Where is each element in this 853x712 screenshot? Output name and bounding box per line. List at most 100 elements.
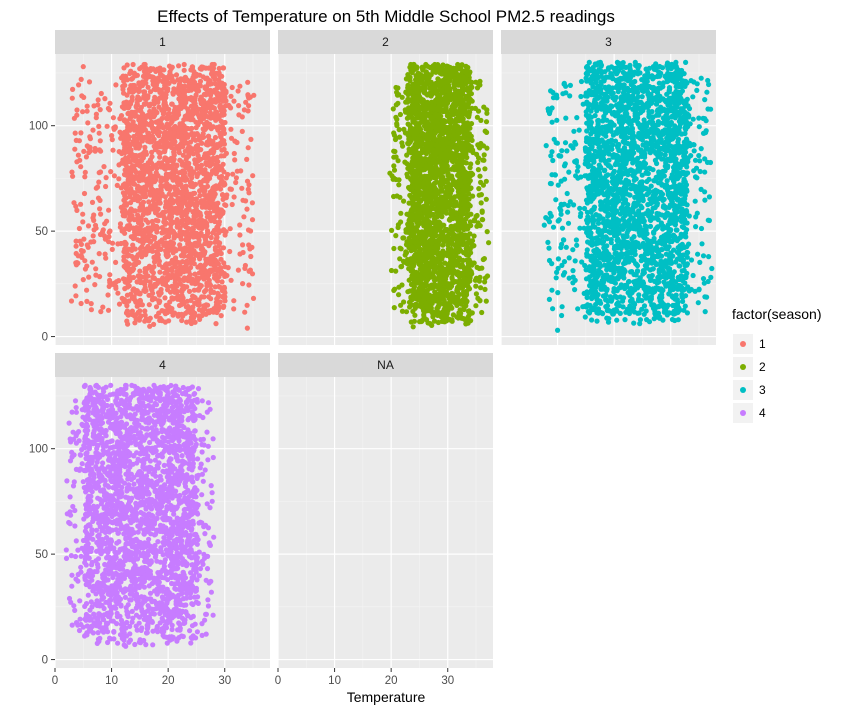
data-point	[444, 79, 450, 85]
data-point	[190, 209, 196, 215]
data-point	[182, 75, 188, 81]
data-point	[122, 230, 128, 236]
data-point	[397, 245, 403, 251]
data-point	[147, 133, 153, 139]
data-point	[423, 268, 429, 274]
data-point	[213, 321, 219, 327]
data-point	[193, 119, 199, 125]
data-point	[177, 242, 183, 248]
data-point	[482, 279, 488, 285]
data-point	[130, 61, 136, 68]
data-point	[240, 242, 246, 248]
data-point	[133, 316, 139, 322]
data-point	[196, 302, 202, 308]
data-point	[393, 135, 399, 141]
data-point	[189, 280, 195, 286]
data-point	[483, 196, 489, 202]
data-point	[442, 67, 448, 73]
data-point	[432, 111, 438, 117]
data-point	[149, 178, 155, 184]
data-point	[166, 304, 172, 310]
data-point	[180, 188, 186, 195]
data-point	[397, 111, 403, 118]
data-point	[125, 105, 131, 111]
data-point	[74, 107, 80, 113]
data-point	[442, 272, 448, 278]
data-point	[81, 148, 87, 154]
data-point	[191, 287, 197, 293]
data-point	[468, 250, 474, 256]
data-point	[179, 195, 185, 201]
data-point	[244, 325, 250, 331]
data-point	[136, 291, 142, 297]
data-point	[140, 117, 146, 123]
data-point	[176, 63, 182, 69]
data-point	[87, 144, 93, 150]
data-point	[206, 294, 212, 300]
data-point	[199, 140, 205, 146]
data-point	[137, 238, 143, 244]
data-point	[138, 177, 145, 183]
data-point	[84, 298, 90, 304]
data-point	[170, 114, 176, 120]
data-point	[250, 295, 257, 301]
data-point	[193, 125, 199, 131]
data-point	[209, 140, 216, 146]
data-point	[74, 207, 80, 213]
data-point	[435, 62, 441, 68]
data-point	[208, 218, 214, 224]
data-point	[78, 164, 84, 170]
data-point	[115, 241, 121, 247]
data-point	[71, 115, 77, 121]
data-point	[198, 162, 205, 168]
data-point	[189, 220, 195, 226]
data-point	[413, 136, 419, 142]
data-point	[176, 277, 183, 283]
data-point	[395, 224, 401, 231]
data-point	[93, 111, 99, 117]
data-point	[105, 105, 111, 112]
data-point	[414, 239, 420, 245]
data-point	[73, 250, 79, 257]
data-point	[162, 279, 169, 285]
data-point	[412, 184, 418, 190]
data-point	[184, 309, 190, 315]
data-point	[151, 236, 157, 242]
data-point	[97, 206, 103, 212]
data-point	[101, 164, 107, 170]
data-point	[119, 75, 125, 81]
data-point	[68, 298, 75, 304]
data-point	[98, 90, 104, 97]
data-point	[154, 187, 160, 194]
data-point	[136, 231, 142, 237]
data-point	[196, 157, 202, 163]
data-point	[156, 104, 162, 110]
data-point	[106, 239, 112, 245]
data-point	[110, 147, 116, 153]
data-point	[169, 73, 175, 79]
data-point	[177, 85, 183, 92]
data-point	[201, 303, 207, 309]
data-point	[213, 266, 219, 272]
data-point	[155, 66, 161, 72]
data-point	[440, 177, 446, 183]
data-point	[220, 112, 226, 118]
data-point	[458, 215, 464, 221]
data-point	[80, 277, 86, 283]
data-point	[426, 231, 432, 237]
data-point	[139, 64, 145, 70]
data-point	[448, 297, 454, 303]
data-point	[218, 313, 224, 319]
data-point	[249, 200, 255, 206]
data-point	[468, 318, 474, 324]
data-point	[425, 198, 432, 204]
data-point	[453, 199, 459, 205]
data-point	[192, 104, 198, 110]
data-point	[93, 266, 99, 272]
data-point	[418, 303, 424, 309]
data-point	[203, 204, 209, 210]
data-point	[446, 247, 452, 253]
data-point	[460, 85, 467, 91]
data-point	[84, 108, 90, 114]
